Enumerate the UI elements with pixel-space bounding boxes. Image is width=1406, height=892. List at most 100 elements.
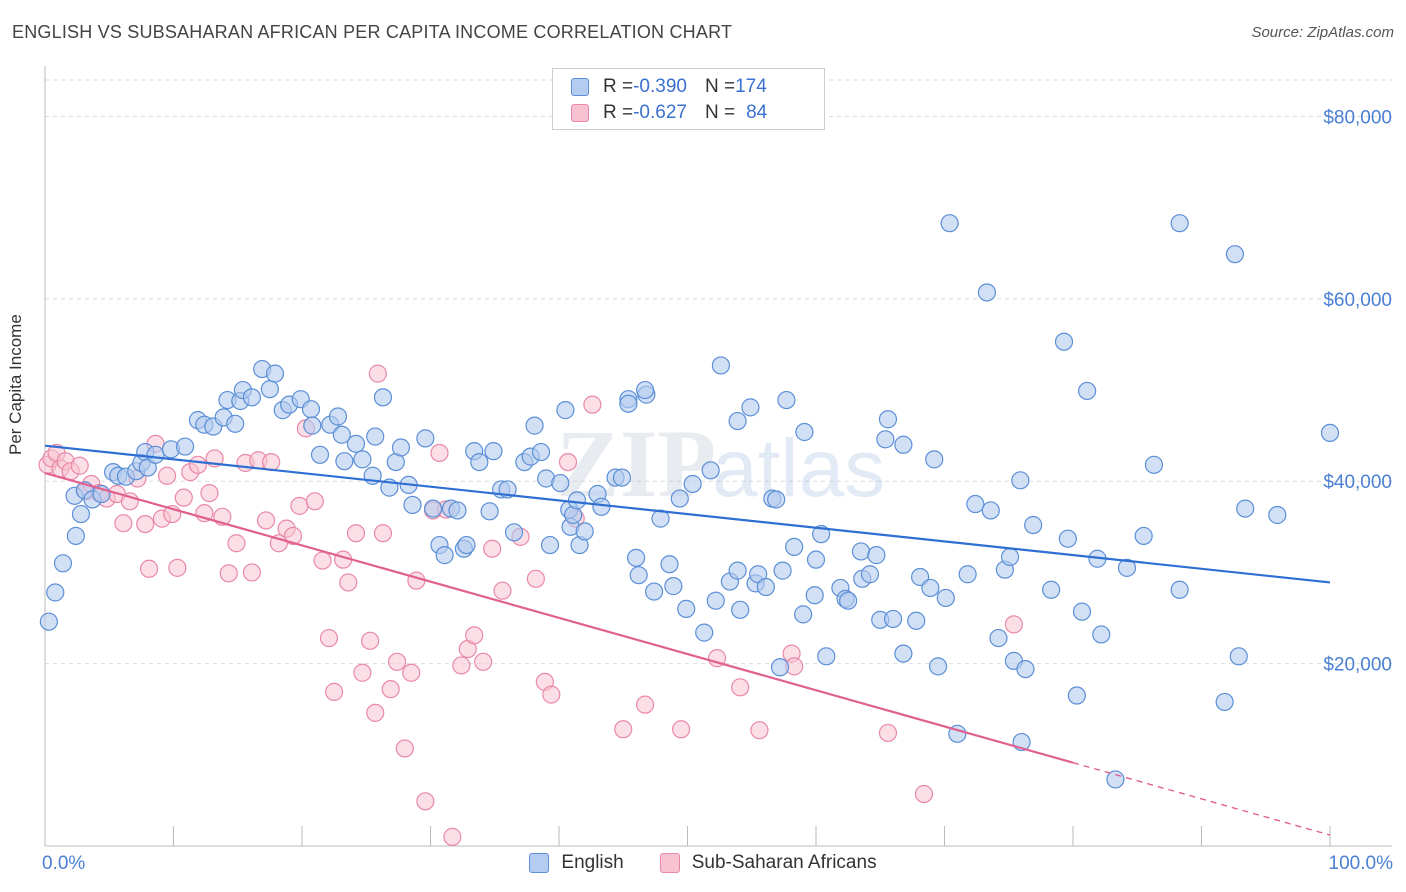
subsaharan-point	[305, 492, 324, 511]
english-point	[551, 473, 570, 493]
english-point	[146, 445, 165, 464]
subsaharan-point	[219, 564, 238, 583]
r-label: R =	[603, 102, 634, 123]
subsaharan-point	[483, 539, 502, 558]
english-point	[767, 490, 786, 509]
subsaharan-point	[430, 443, 449, 463]
english-point	[839, 591, 858, 610]
subsaharan-point	[474, 652, 493, 671]
english-point	[1215, 692, 1234, 712]
english-point	[966, 494, 985, 514]
english-point	[1236, 499, 1255, 518]
x-tick-label: 0.0%	[42, 853, 85, 874]
english-point	[335, 452, 354, 471]
english-point	[66, 526, 85, 546]
english-points	[39, 214, 1340, 789]
english-point	[629, 566, 648, 585]
english-point	[940, 214, 959, 233]
english-point	[1144, 455, 1164, 474]
english-point	[860, 565, 880, 584]
subsaharan-point	[242, 563, 261, 582]
english-point	[332, 425, 351, 444]
subsaharan-point	[558, 452, 578, 472]
english-point	[1092, 625, 1111, 644]
english-point	[777, 390, 796, 410]
english-point	[1024, 515, 1043, 535]
english-point	[556, 401, 575, 420]
english-point	[303, 416, 322, 435]
english-point	[728, 411, 747, 431]
n-label: N =	[704, 76, 736, 97]
english-point	[785, 537, 804, 556]
subsaharan-point	[402, 663, 421, 682]
english-point	[894, 644, 913, 663]
subsaharan-point	[381, 680, 400, 699]
subsaharan-point	[256, 511, 276, 530]
y-tick-label: $80,000	[1323, 107, 1392, 128]
english-point	[695, 623, 714, 642]
english-point	[301, 400, 321, 419]
subsaharan-point	[452, 656, 471, 675]
subsaharan-point	[526, 569, 545, 588]
english-point	[925, 450, 944, 469]
subsaharan-point	[614, 720, 633, 739]
subsaharan-point	[387, 652, 407, 671]
legend-item-subsaharan: Sub-Saharan Africans	[659, 852, 877, 874]
n-value: 84	[746, 102, 768, 123]
english-point	[1054, 332, 1074, 351]
english-point	[812, 525, 831, 544]
english-point	[921, 578, 940, 598]
subsaharan-point	[1004, 615, 1023, 634]
english-point	[626, 548, 646, 567]
english-point	[39, 612, 58, 631]
english-point	[46, 583, 65, 602]
english-point	[592, 497, 611, 516]
english-point	[1067, 686, 1086, 705]
english-point	[958, 565, 977, 584]
sub-saharan-points	[38, 364, 1023, 846]
english-point	[806, 550, 826, 569]
english-point	[670, 489, 689, 508]
stats-legend: R = -0.390 N = 174 R = -0.627 N = 84	[552, 68, 825, 130]
english-point	[773, 561, 792, 580]
english-point	[403, 495, 422, 515]
english-point	[817, 647, 836, 666]
subsaharan-point	[227, 534, 246, 553]
subsaharan-point	[671, 720, 691, 739]
legend-row-subsaharan: R = -0.627 N = 84	[571, 101, 767, 125]
y-tick-label: $20,000	[1323, 655, 1392, 676]
subsaharan-point	[139, 559, 159, 578]
y-tick-label: $40,000	[1323, 472, 1392, 493]
english-point	[989, 628, 1008, 648]
subsaharan-point	[407, 571, 426, 590]
legend-label-english: English	[561, 852, 624, 873]
r-value: -0.627	[633, 102, 687, 123]
english-point	[883, 609, 903, 629]
english-point	[366, 427, 385, 446]
tick-labels: $20,000 $40,000 $60,000 $80,000 0.0% 100.0%	[42, 107, 1393, 874]
r-label: R =	[603, 76, 634, 97]
english-point	[457, 535, 476, 555]
subsaharan-point	[465, 626, 484, 645]
subsaharan-point	[878, 723, 898, 743]
english-point	[1170, 580, 1189, 599]
english-point	[756, 577, 775, 597]
english-point	[328, 407, 348, 426]
english-point	[770, 658, 790, 677]
subsaharan-point	[373, 524, 393, 543]
subsaharan-point	[493, 581, 512, 600]
subsaharan-point	[313, 551, 332, 570]
english-point	[644, 582, 664, 601]
subsaharan-point	[361, 631, 380, 650]
english-point	[1000, 547, 1020, 567]
subsaharan-point	[707, 649, 727, 668]
n-value: 174	[735, 76, 767, 97]
english-point	[907, 611, 926, 630]
english-point	[795, 422, 814, 442]
english-point	[977, 283, 997, 302]
english-point	[373, 388, 393, 407]
subsaharan-point	[168, 558, 187, 577]
subsaharan-point	[416, 792, 435, 811]
english-point	[1134, 526, 1153, 546]
